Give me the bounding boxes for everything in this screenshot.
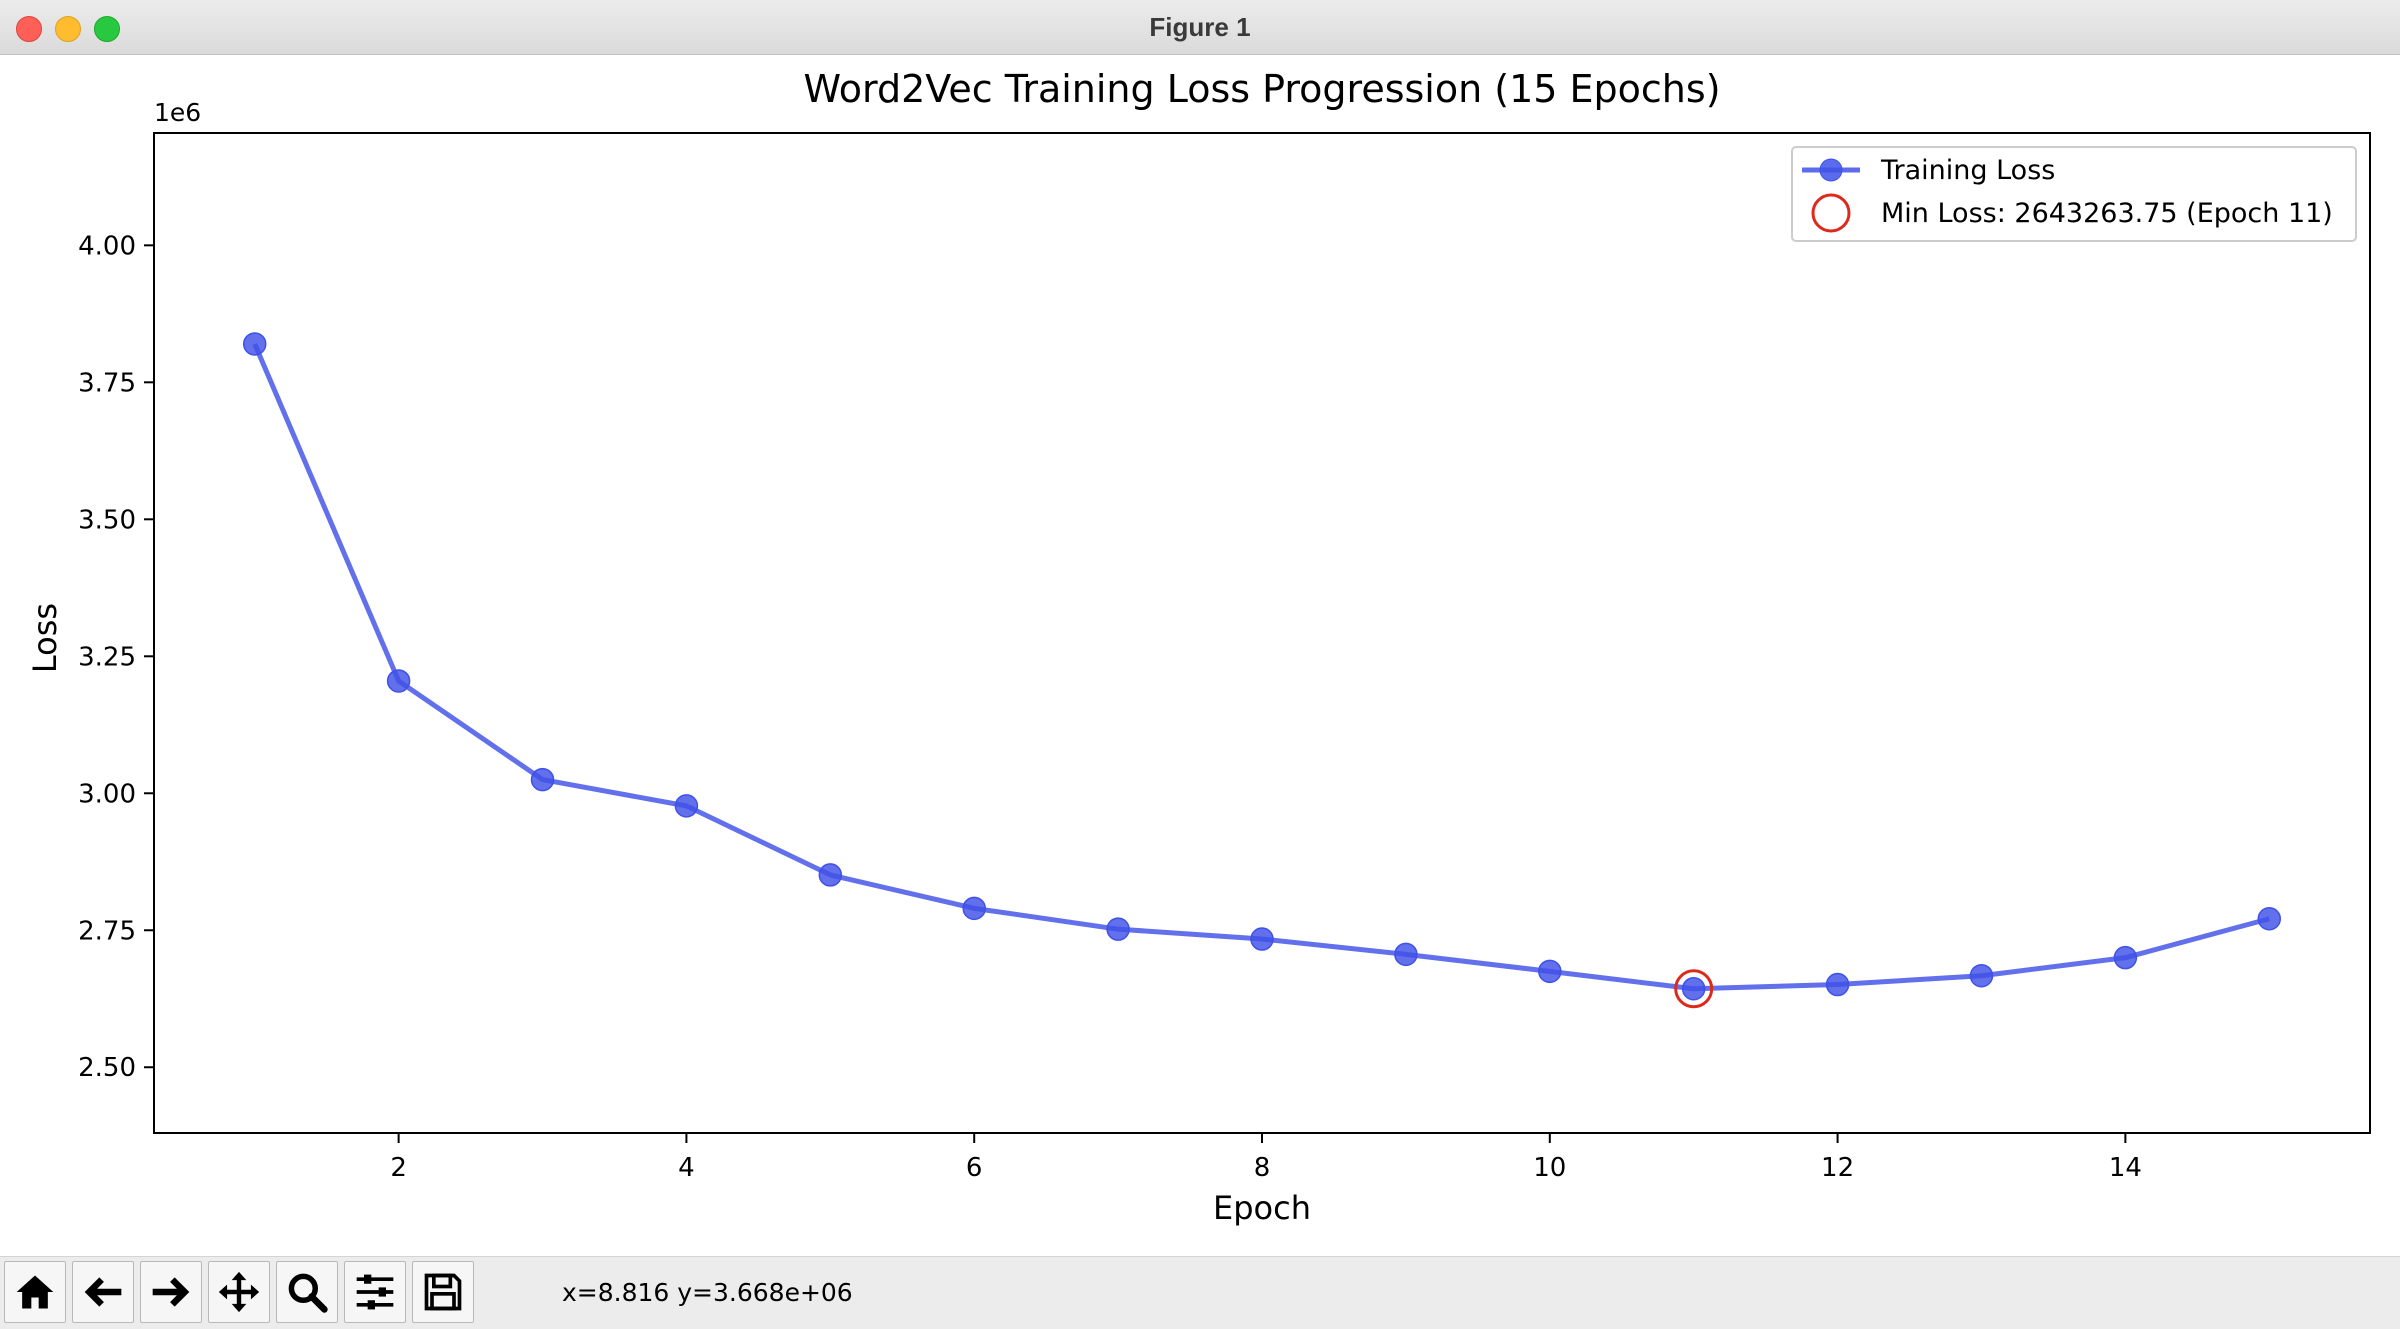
data-point [1969,963,1994,988]
y-tick-label: 3.00 [78,779,136,809]
x-tick-label: 2 [390,1153,407,1183]
minimize-window-button[interactable] [55,16,81,42]
data-point [818,863,843,887]
sliders-icon [356,1274,394,1310]
legend-label-min-loss: Min Loss: 2643263.75 (Epoch 11) [1881,198,2333,229]
y-axis-label: Loss [26,603,64,673]
legend-marker-swatch [1819,158,1843,182]
x-tick-label: 12 [1821,1153,1854,1183]
data-point [674,794,699,818]
y-tick-label: 2.50 [78,1053,136,1083]
training-loss-line [252,342,2270,992]
x-tick-label: 8 [1254,1153,1271,1183]
data-point [2257,907,2282,931]
home-icon [16,1275,54,1309]
data-point [386,669,411,693]
save-figure-button[interactable] [412,1261,474,1323]
min-loss-marker [1674,969,1714,1009]
y-tick-label: 3.75 [78,368,136,398]
data-point [530,767,555,792]
navigation-toolbar: x=8.816 y=3.668e+06 [0,1256,2400,1329]
window-titlebar: Figure 1 [0,0,2400,55]
data-point [1538,959,1562,984]
cursor-coordinates: x=8.816 y=3.668e+06 [562,1278,853,1307]
x-tick-label: 4 [678,1153,695,1183]
data-layer [242,332,2282,1009]
window-title: Figure 1 [1149,12,1251,42]
x-tick-label: 10 [1533,1153,1566,1183]
y-axis-offset-label: 1e6 [154,98,201,127]
chart-legend: Training Loss Min Loss: 2643263.75 (Epoc… [1791,146,2357,242]
arrow-left-icon [84,1277,122,1307]
y-tick-label: 4.00 [78,231,136,261]
y-tick-label: 2.75 [78,916,136,946]
close-window-button[interactable] [16,16,42,42]
y-tick-label: 3.50 [78,505,136,535]
legend-min-swatch [1811,193,1851,233]
arrow-right-icon [152,1277,190,1307]
data-point [1681,976,1706,1001]
forward-button[interactable] [140,1261,202,1323]
data-point [1106,917,1130,941]
data-point [2113,945,2138,970]
data-point [242,332,267,356]
search-icon [288,1273,328,1313]
pan-button[interactable] [208,1261,270,1323]
legend-box [1791,146,2357,242]
x-tick-label: 6 [966,1153,983,1183]
home-button[interactable] [4,1261,66,1323]
back-button[interactable] [72,1261,134,1323]
configure-subplots-button[interactable] [344,1261,406,1323]
x-tick-label: 14 [2109,1153,2142,1183]
zoom-button[interactable] [276,1261,338,1323]
data-point [1394,942,1418,967]
data-point [962,896,986,921]
x-axis-label: Epoch [1213,1189,1311,1227]
move-icon [218,1271,260,1313]
figure-canvas[interactable]: Word2Vec Training Loss Progression (15 E… [0,55,2400,1255]
axes-layer: 2 4 6 8 10 12 14 2.50 2.75 3.00 3.25 3.50 3.75 4.00 [78,231,2142,1183]
chart-title: Word2Vec Training Loss Progression (15 E… [803,67,1720,111]
legend-label-training-loss: Training Loss [1880,155,2055,186]
plot-frame [153,132,2371,1134]
maximize-window-button[interactable] [94,16,120,42]
y-tick-label: 3.25 [78,642,136,672]
loss-chart: Word2Vec Training Loss Progression (15 E… [26,67,2371,1227]
data-point [1250,927,1274,951]
data-point [1825,972,1850,997]
save-icon [424,1273,462,1311]
